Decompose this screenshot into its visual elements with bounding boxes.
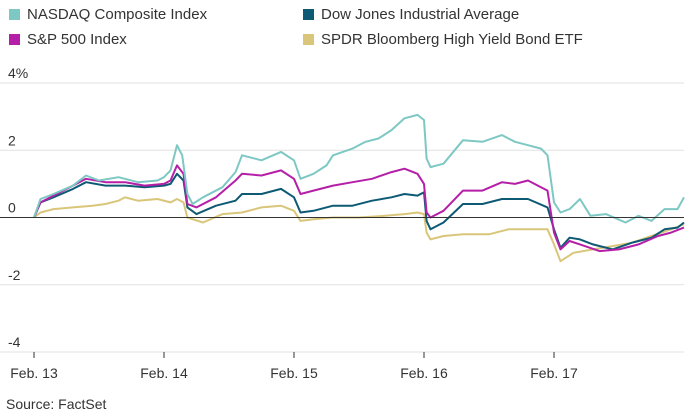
legend-item-nasdaq: NASDAQ Composite Index — [9, 6, 207, 23]
series-line-3 — [33, 196, 685, 263]
y-tick-label: 2 — [8, 132, 16, 148]
legend-swatch-spdr — [303, 34, 314, 45]
x-tick-label: Feb. 14 — [140, 365, 188, 381]
x-tick-label: Feb. 15 — [270, 365, 318, 381]
legend-label-sp500: S&P 500 Index — [27, 31, 127, 48]
legend-label-dow-jones: Dow Jones Industrial Average — [321, 6, 520, 23]
legend-label-spdr: SPDR Bloomberg High Yield Bond ETF — [321, 31, 583, 48]
x-tick-label: Feb. 13 — [10, 365, 58, 381]
y-tick-label: 0 — [8, 200, 16, 216]
y-tick-label: 4% — [8, 65, 28, 81]
series-line-2 — [33, 164, 685, 253]
legend-label-nasdaq: NASDAQ Composite Index — [27, 6, 208, 23]
source-note: Source: FactSet — [6, 396, 107, 412]
legend-item-dow-jones: Dow Jones Industrial Average — [303, 6, 519, 23]
legend-swatch-dow-jones — [303, 9, 314, 20]
y-tick-label: -2 — [8, 267, 21, 283]
x-tick-label: Feb. 16 — [400, 365, 448, 381]
chart-legend: NASDAQ Composite Index Dow Jones Industr… — [0, 0, 696, 60]
legend-swatch-nasdaq — [9, 9, 20, 20]
legend-swatch-sp500 — [9, 34, 20, 45]
legend-item-spdr: SPDR Bloomberg High Yield Bond ETF — [303, 31, 583, 48]
x-tick-label: Feb. 17 — [530, 365, 578, 381]
series-line-1 — [33, 172, 685, 251]
line-chart: 4% 2 0 -2 -4 Feb. 13 Feb. 14 Feb. 15 Feb. 16 Feb.… — [0, 65, 685, 381]
legend-item-sp500: S&P 500 Index — [9, 31, 127, 48]
series-line-0 — [33, 113, 685, 224]
y-tick-label: -4 — [8, 334, 21, 350]
